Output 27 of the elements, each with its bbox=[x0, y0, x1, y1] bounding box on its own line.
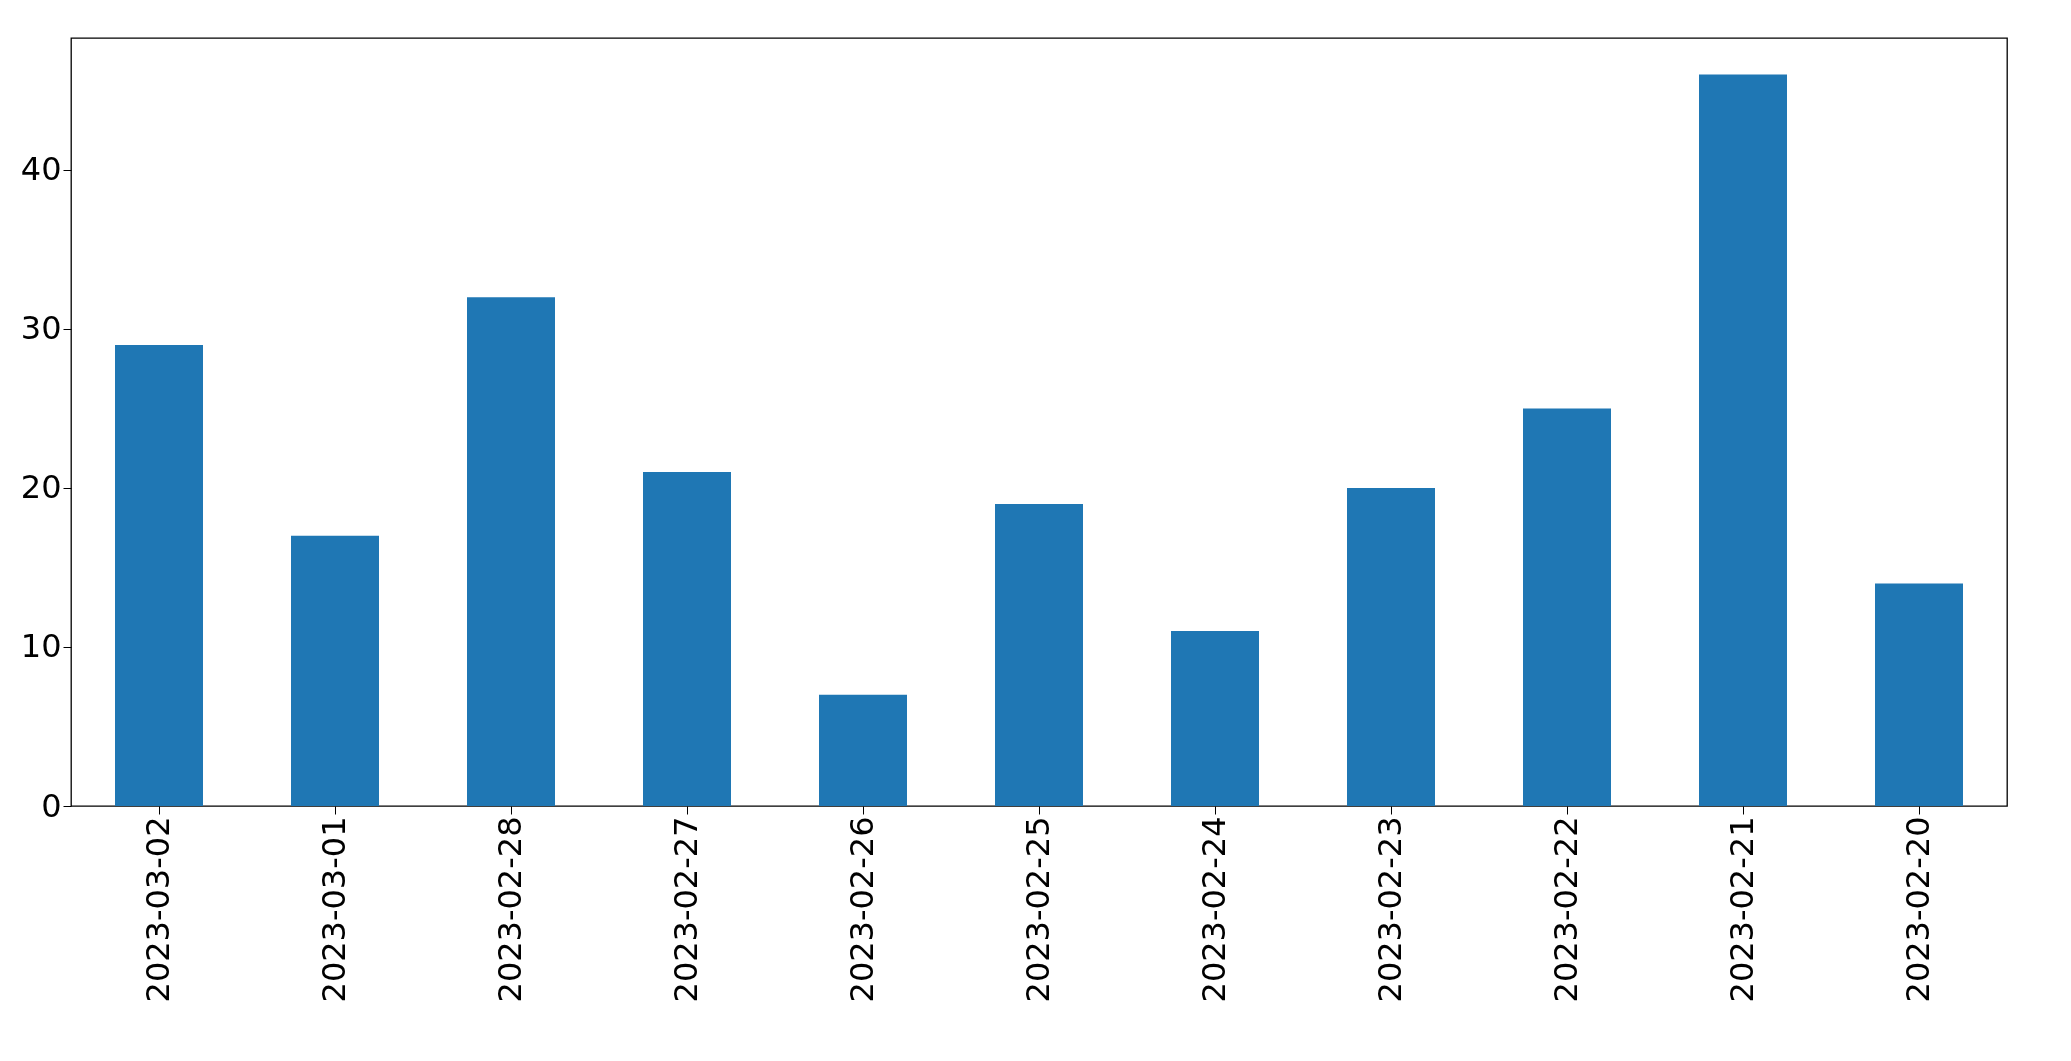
x-tick-label: 2023-02-26 bbox=[843, 816, 881, 1003]
x-tick-label: 2023-02-24 bbox=[1195, 816, 1233, 1003]
x-tick-label: 2023-02-25 bbox=[1019, 816, 1057, 1003]
y-tick-label: 20 bbox=[20, 468, 62, 507]
bar bbox=[291, 535, 379, 806]
x-tick-label: 2023-02-27 bbox=[667, 816, 705, 1003]
x-tick-label: 2023-02-23 bbox=[1371, 816, 1409, 1003]
x-tick-label: 2023-03-02 bbox=[139, 816, 177, 1003]
bar bbox=[115, 344, 203, 806]
bar bbox=[1171, 631, 1259, 806]
y-tick-label: 0 bbox=[41, 786, 62, 825]
x-tick-label: 2023-02-22 bbox=[1547, 816, 1585, 1003]
x-tick-label: 2023-02-21 bbox=[1723, 816, 1761, 1003]
bar bbox=[643, 472, 731, 806]
bar bbox=[1523, 408, 1611, 806]
y-tick-label: 40 bbox=[20, 150, 62, 189]
bar bbox=[819, 694, 907, 806]
x-tick-label: 2023-03-01 bbox=[315, 816, 353, 1003]
y-tick-label: 30 bbox=[20, 309, 62, 348]
bar bbox=[467, 297, 555, 806]
bar bbox=[1875, 583, 1963, 806]
bar bbox=[1699, 74, 1787, 806]
x-tick-label: 2023-02-28 bbox=[491, 816, 529, 1003]
bar bbox=[1347, 487, 1435, 806]
bar bbox=[995, 503, 1083, 806]
y-tick-label: 10 bbox=[20, 627, 62, 666]
x-tick-label: 2023-02-20 bbox=[1899, 816, 1937, 1003]
